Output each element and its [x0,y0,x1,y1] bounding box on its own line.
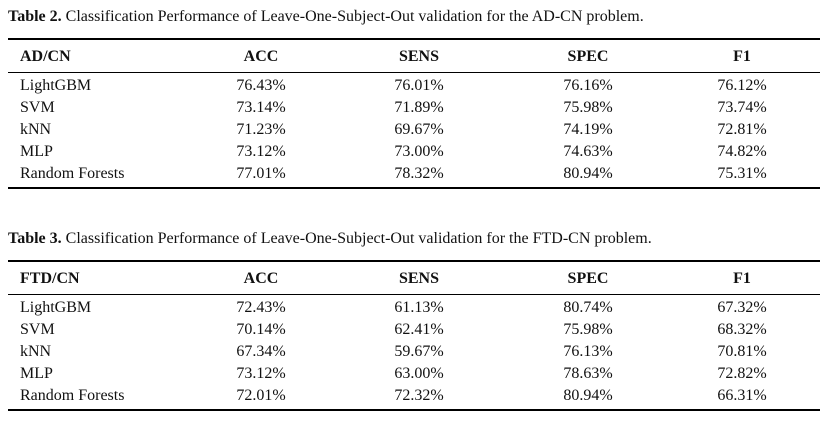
table-cell: MLP [20,143,53,160]
table-cell: 72.81% [717,121,767,138]
table-cell: 70.81% [717,343,767,360]
table-cell: SVM [20,321,55,338]
table-cell: 72.43% [236,299,286,316]
table-cell: Random Forests [20,165,125,182]
table-cell: 73.74% [717,99,767,116]
table-cell: 74.19% [563,121,613,138]
table-cell: 73.00% [394,143,444,160]
table-cell: 76.13% [563,343,613,360]
table-cell: 71.23% [236,121,286,138]
table-cell: 72.01% [236,387,286,404]
table-2-header-row: AD/CN ACC SENS SPEC F1 [8,39,820,73]
table-cell: MLP [20,365,53,382]
table-row: Random Forests 77.01% 78.32% 80.94% 75.3… [8,163,820,188]
table-2-block: Table 2. Classification Performance of L… [8,6,820,189]
table-cell: 61.13% [394,299,444,316]
table-3: FTD/CN ACC SENS SPEC F1 LightGBM 72.43% … [8,260,820,411]
table-cell: 72.32% [394,387,444,404]
table-row: MLP 73.12% 63.00% 78.63% 72.82% [8,363,820,385]
table-cell: 76.01% [394,77,444,94]
table-2-header-f1: F1 [733,48,751,65]
table-3-header-row: FTD/CN ACC SENS SPEC F1 [8,261,820,295]
table-cell: 72.82% [717,365,767,382]
table-row: LightGBM 72.43% 61.13% 80.74% 67.32% [8,295,820,320]
table-cell: LightGBM [20,299,92,316]
table-cell: 63.00% [394,365,444,382]
table-cell: 78.32% [394,165,444,182]
table-2-caption-text: Classification Performance of Leave-One-… [65,8,644,25]
table-cell: 66.31% [717,387,767,404]
table-cell: 74.82% [717,143,767,160]
table-cell: 75.98% [563,99,613,116]
table-cell: 74.63% [563,143,613,160]
table-2-header-acc: ACC [243,48,279,65]
table-cell: 78.63% [563,365,613,382]
table-cell: 62.41% [394,321,444,338]
table-2-header-sens: SENS [398,48,440,65]
table-3-header-spec: SPEC [567,270,609,287]
table-cell: 69.67% [394,121,444,138]
table-cell: 73.12% [236,365,286,382]
table-2-caption: Table 2. Classification Performance of L… [8,6,820,28]
table-cell: 76.16% [563,77,613,94]
table-cell: 80.94% [563,165,613,182]
table-cell: SVM [20,99,55,116]
table-cell: 76.12% [717,77,767,94]
table-row: kNN 67.34% 59.67% 76.13% 70.81% [8,341,820,363]
table-cell: LightGBM [20,77,92,94]
table-cell: Random Forests [20,387,125,404]
table-cell: 67.34% [236,343,286,360]
table-cell: 76.43% [236,77,286,94]
table-3-caption: Table 3. Classification Performance of L… [8,228,820,250]
table-row: LightGBM 76.43% 76.01% 76.16% 76.12% [8,73,820,98]
table-row: SVM 70.14% 62.41% 75.98% 68.32% [8,319,820,341]
table-3-caption-text: Classification Performance of Leave-One-… [65,230,652,247]
table-cell: 71.89% [394,99,444,116]
table-cell: 80.74% [563,299,613,316]
table-cell: kNN [20,343,52,360]
table-row: SVM 73.14% 71.89% 75.98% 73.74% [8,97,820,119]
table-cell: 68.32% [717,321,767,338]
table-3-caption-number: Table 3. [8,230,62,247]
table-row: kNN 71.23% 69.67% 74.19% 72.81% [8,119,820,141]
table-cell: 70.14% [236,321,286,338]
table-cell: 73.14% [236,99,286,116]
table-2: AD/CN ACC SENS SPEC F1 LightGBM 76.43% 7… [8,38,820,189]
table-2-caption-number: Table 2. [8,8,62,25]
table-cell: 59.67% [394,343,444,360]
table-3-header-f1: F1 [733,270,751,287]
table-row: MLP 73.12% 73.00% 74.63% 74.82% [8,141,820,163]
table-cell: kNN [20,121,52,138]
table-cell: 73.12% [236,143,286,160]
table-cell: 77.01% [236,165,286,182]
table-cell: 75.98% [563,321,613,338]
table-cell: 75.31% [717,165,767,182]
table-cell: 67.32% [717,299,767,316]
table-3-header-acc: ACC [243,270,279,287]
table-2-header-spec: SPEC [567,48,609,65]
table-cell: 80.94% [563,387,613,404]
table-3-header-problem: FTD/CN [20,270,80,287]
table-3-header-sens: SENS [398,270,440,287]
table-3-block: Table 3. Classification Performance of L… [8,228,820,411]
table-row: Random Forests 72.01% 72.32% 80.94% 66.3… [8,385,820,410]
table-2-header-problem: AD/CN [20,48,71,65]
